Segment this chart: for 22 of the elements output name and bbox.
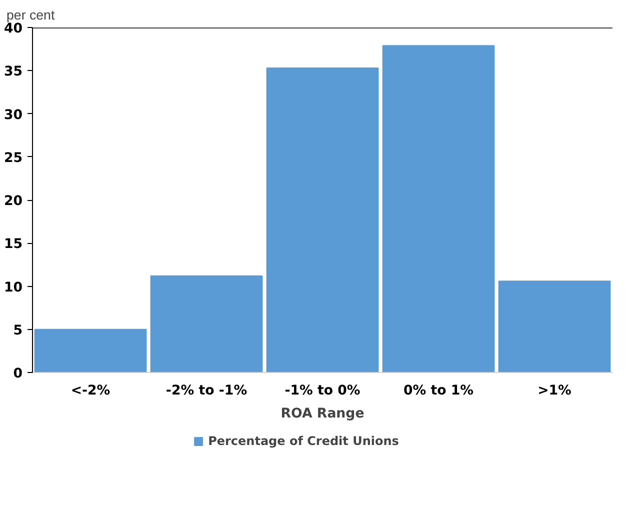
bar [150, 275, 263, 372]
y-tick-label: 25 [4, 150, 23, 166]
x-axis-title: ROA Range [280, 406, 364, 422]
x-tick-label: -2% to -1% [166, 384, 248, 398]
bar [498, 280, 611, 372]
x-tick-label: <-2% [70, 384, 110, 398]
x-tick-label: -1% to 0% [284, 384, 360, 398]
y-tick-label: 0 [13, 366, 23, 382]
y-tick-label: 40 [4, 22, 23, 36]
x-tick-label: 0% to 1% [403, 384, 474, 398]
y-tick-label: 30 [4, 108, 23, 123]
bar [266, 68, 379, 372]
legend-label: Percentage of Credit Unions [208, 434, 399, 448]
bar [34, 328, 147, 372]
chart-subtitle: per cent [6, 8, 55, 22]
y-tick-label: 5 [13, 323, 23, 338]
y-tick-label: 10 [4, 280, 23, 296]
y-tick-label: 15 [4, 237, 23, 252]
bar [382, 45, 495, 372]
y-tick-label: 35 [4, 64, 23, 80]
x-tick-label: >1% [538, 384, 572, 398]
y-tick-label: 20 [4, 194, 23, 209]
